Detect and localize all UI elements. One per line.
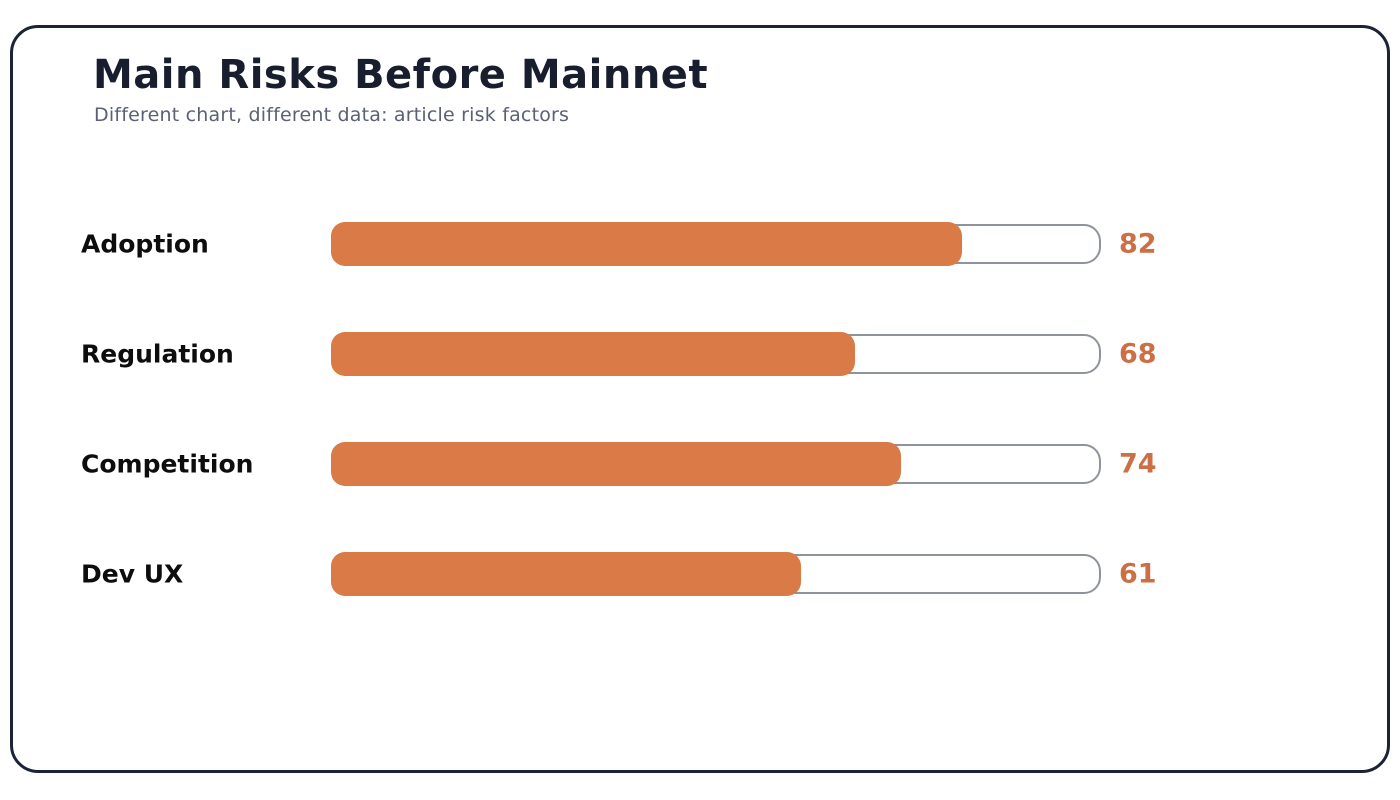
value-label: 61 bbox=[1119, 558, 1157, 590]
bar-row: Competition 74 bbox=[13, 409, 1387, 519]
bar-fill bbox=[331, 332, 855, 376]
chart-card: Main Risks Before Mainnet Different char… bbox=[10, 25, 1390, 773]
chart-subtitle: Different chart, different data: article… bbox=[94, 104, 570, 126]
bar-row: Dev UX 61 bbox=[13, 519, 1387, 629]
bar-fill bbox=[331, 442, 901, 486]
value-label: 82 bbox=[1119, 228, 1157, 260]
category-label: Dev UX bbox=[81, 559, 184, 589]
category-label: Competition bbox=[81, 449, 254, 479]
bar-rows: Adoption 82 Regulation 68 Competition 74 Dev U… bbox=[13, 189, 1387, 629]
bar-row: Adoption 82 bbox=[13, 189, 1387, 299]
category-label: Regulation bbox=[81, 339, 234, 369]
bar-fill bbox=[331, 222, 962, 266]
category-label: Adoption bbox=[81, 229, 209, 259]
bar-row: Regulation 68 bbox=[13, 299, 1387, 409]
chart-title: Main Risks Before Mainnet bbox=[93, 52, 709, 98]
value-label: 68 bbox=[1119, 338, 1157, 370]
bar-fill bbox=[331, 552, 801, 596]
value-label: 74 bbox=[1119, 448, 1157, 480]
